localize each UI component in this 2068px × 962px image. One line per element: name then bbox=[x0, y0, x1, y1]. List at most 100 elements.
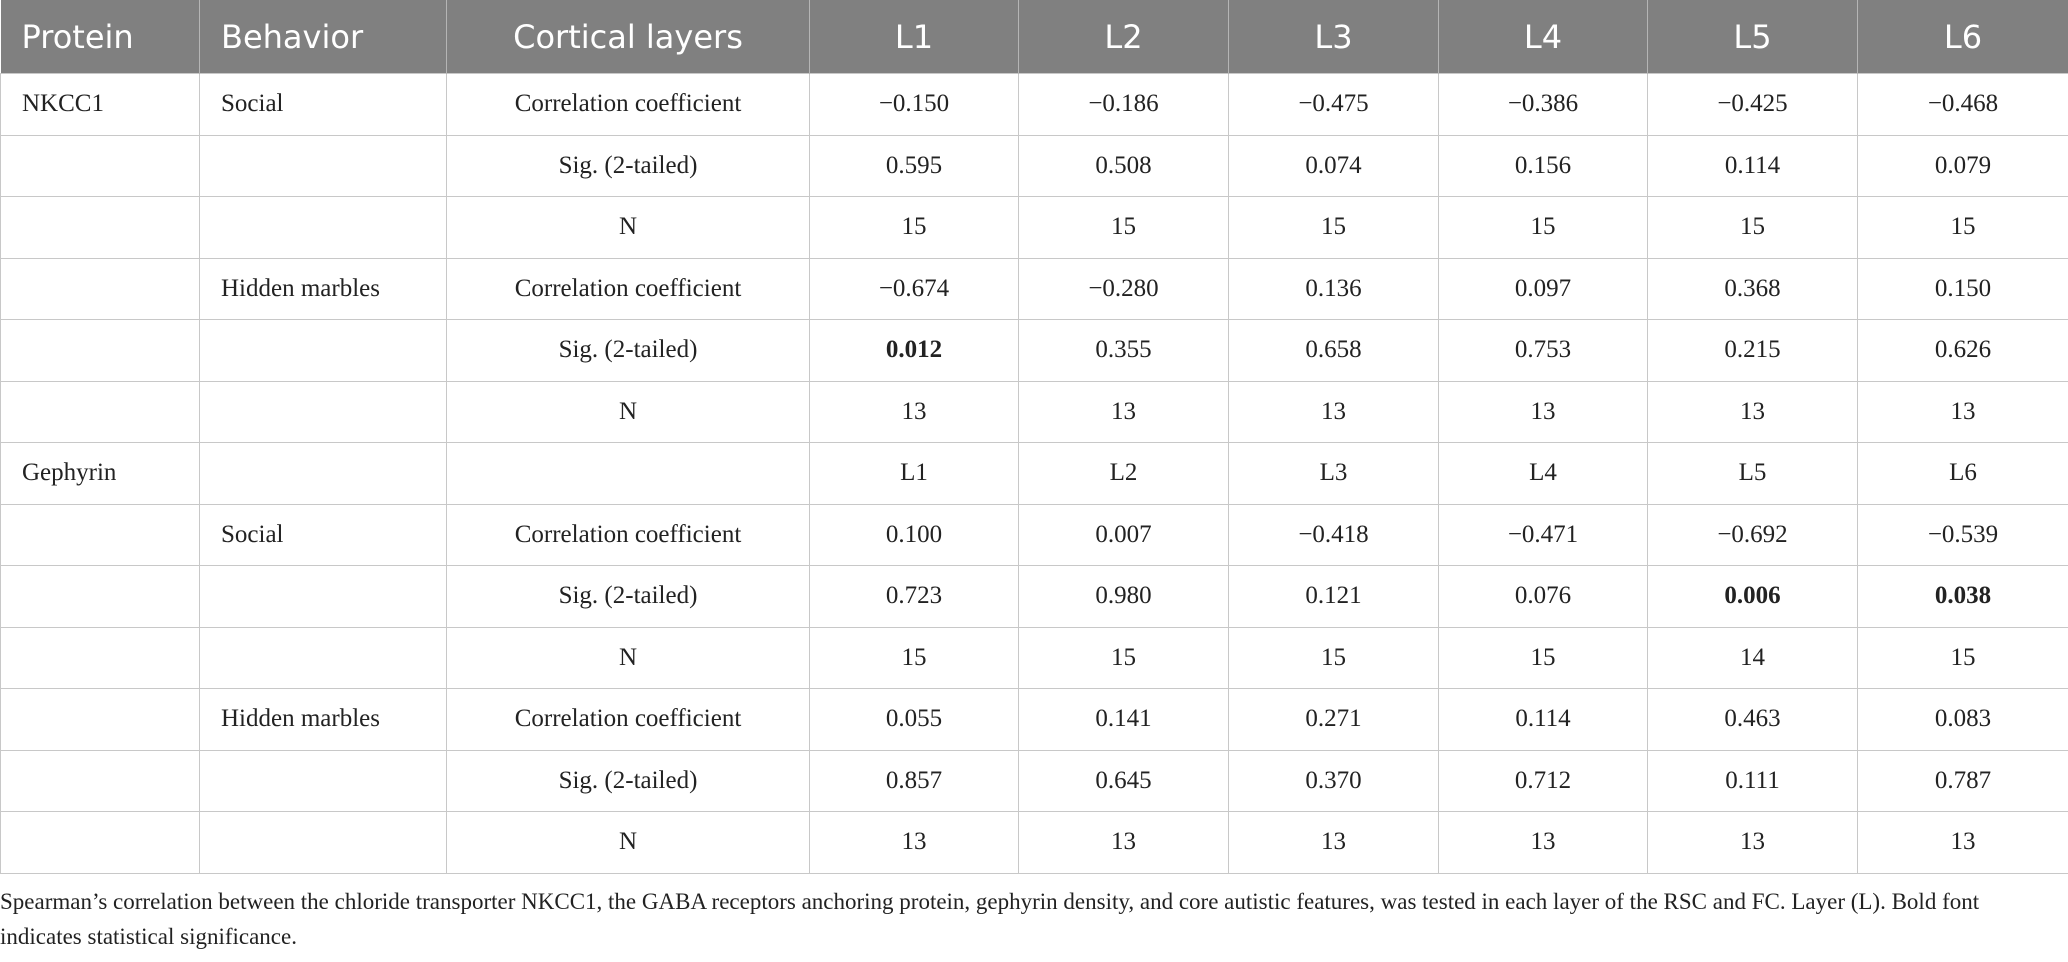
header-cell: L6 bbox=[1857, 0, 2068, 74]
table-cell: 0.215 bbox=[1647, 319, 1858, 382]
table-cell: 15 bbox=[1018, 626, 1229, 689]
table-cell: 0.038 bbox=[1857, 565, 2068, 628]
table-cell: Gephyrin bbox=[0, 442, 200, 505]
table-cell: N bbox=[446, 380, 810, 443]
table-cell bbox=[199, 134, 447, 197]
table-cell: 0.007 bbox=[1018, 503, 1229, 566]
table-cell: Correlation coefficient bbox=[446, 73, 810, 136]
table-cell: 0.156 bbox=[1438, 134, 1648, 197]
table-cell: 0.114 bbox=[1438, 688, 1648, 751]
table-cell: 13 bbox=[809, 380, 1019, 443]
table-cell: 13 bbox=[809, 811, 1019, 874]
table-cell: 0.712 bbox=[1438, 749, 1648, 812]
table-cell: 0.355 bbox=[1018, 319, 1229, 382]
header-cell: L1 bbox=[809, 0, 1019, 74]
table-cell: Social bbox=[199, 503, 447, 566]
table-cell: L3 bbox=[1228, 442, 1439, 505]
table-cell: N bbox=[446, 196, 810, 259]
table-cell: Hidden marbles bbox=[199, 688, 447, 751]
table-cell: 15 bbox=[809, 196, 1019, 259]
table-cell bbox=[199, 811, 447, 874]
table-cell bbox=[199, 319, 447, 382]
table-row: Sig. (2-tailed) 0.723 0.980 0.121 0.076 0.006… bbox=[0, 565, 2068, 628]
table-cell: 0.723 bbox=[809, 565, 1019, 628]
table-row: N 13 13 13 13 13 13 bbox=[0, 380, 2068, 443]
table-cell bbox=[0, 811, 200, 874]
table-cell: N bbox=[446, 626, 810, 689]
table-cell: N bbox=[446, 811, 810, 874]
table-cell: 0.857 bbox=[809, 749, 1019, 812]
table-cell: 0.083 bbox=[1857, 688, 2068, 751]
table-cell bbox=[199, 442, 447, 505]
table-cell bbox=[0, 380, 200, 443]
data-table: Protein Behavior Cortical layers L1 L2 L3 L4 L5… bbox=[0, 0, 2068, 874]
table-cell: 0.055 bbox=[809, 688, 1019, 751]
table-cell: Sig. (2-tailed) bbox=[446, 134, 810, 197]
table-cell: 0.076 bbox=[1438, 565, 1648, 628]
table-cell bbox=[0, 134, 200, 197]
table-cell: 15 bbox=[1857, 626, 2068, 689]
table-cell: 15 bbox=[1228, 626, 1439, 689]
header-cell: L4 bbox=[1438, 0, 1648, 74]
table-cell: L6 bbox=[1857, 442, 2068, 505]
table-cell: 0.463 bbox=[1647, 688, 1858, 751]
table-cell: 0.370 bbox=[1228, 749, 1439, 812]
table-cell bbox=[199, 380, 447, 443]
table-cell: 0.141 bbox=[1018, 688, 1229, 751]
table-row: Hidden marbles Correlation coefficient 0.0… bbox=[0, 688, 2068, 751]
table-cell: −0.674 bbox=[809, 257, 1019, 320]
table-cell: 0.150 bbox=[1857, 257, 2068, 320]
table-cell: 15 bbox=[1018, 196, 1229, 259]
table-cell: Correlation coefficient bbox=[446, 503, 810, 566]
table-row: Gephyrin L1 L2 L3 L4 L5 L6 bbox=[0, 442, 2068, 505]
table-cell: 0.114 bbox=[1647, 134, 1858, 197]
table-cell: 0.368 bbox=[1647, 257, 1858, 320]
table-cell bbox=[0, 626, 200, 689]
table-cell: 15 bbox=[809, 626, 1019, 689]
table-cell: 0.111 bbox=[1647, 749, 1858, 812]
table-cell: −0.468 bbox=[1857, 73, 2068, 136]
table-cell: 13 bbox=[1857, 811, 2068, 874]
table-cell: 0.645 bbox=[1018, 749, 1229, 812]
table-cell bbox=[0, 196, 200, 259]
table-cell: −0.186 bbox=[1018, 73, 1229, 136]
table-cell: 13 bbox=[1438, 380, 1648, 443]
table-cell: −0.475 bbox=[1228, 73, 1439, 136]
table-cell: Social bbox=[199, 73, 447, 136]
table-cell: 0.626 bbox=[1857, 319, 2068, 382]
table-cell: 13 bbox=[1018, 380, 1229, 443]
table-cell: −0.150 bbox=[809, 73, 1019, 136]
table-cell: 13 bbox=[1018, 811, 1229, 874]
table-cell: 0.753 bbox=[1438, 319, 1648, 382]
table-cell: Correlation coefficient bbox=[446, 688, 810, 751]
table-cell: −0.692 bbox=[1647, 503, 1858, 566]
table-cell: 13 bbox=[1857, 380, 2068, 443]
table-cell: 0.787 bbox=[1857, 749, 2068, 812]
table-cell: 0.121 bbox=[1228, 565, 1439, 628]
table-cell bbox=[199, 626, 447, 689]
header-cell: Protein bbox=[0, 0, 200, 74]
table-body: NKCC1 Social Correlation coefficient −0.150… bbox=[0, 73, 2068, 874]
table-cell: 13 bbox=[1228, 380, 1439, 443]
table-row: N 15 15 15 15 15 15 bbox=[0, 196, 2068, 259]
table-cell: L2 bbox=[1018, 442, 1229, 505]
table-cell: Sig. (2-tailed) bbox=[446, 319, 810, 382]
table-cell: 0.136 bbox=[1228, 257, 1439, 320]
table-cell: 0.508 bbox=[1018, 134, 1229, 197]
table-cell: Hidden marbles bbox=[199, 257, 447, 320]
table-cell: 0.074 bbox=[1228, 134, 1439, 197]
table-row: Hidden marbles Correlation coefficient −0.… bbox=[0, 257, 2068, 320]
table-cell: −0.418 bbox=[1228, 503, 1439, 566]
table-cell bbox=[0, 565, 200, 628]
table-cell bbox=[446, 442, 810, 505]
table-cell: 15 bbox=[1438, 196, 1648, 259]
table-cell: 15 bbox=[1438, 626, 1648, 689]
table-cell: 0.271 bbox=[1228, 688, 1439, 751]
table-cell: 13 bbox=[1228, 811, 1439, 874]
table-cell: 13 bbox=[1647, 380, 1858, 443]
table-cell: −0.280 bbox=[1018, 257, 1229, 320]
table-cell: 0.595 bbox=[809, 134, 1019, 197]
table-cell: 13 bbox=[1647, 811, 1858, 874]
table-row: Sig. (2-tailed) 0.595 0.508 0.074 0.156 0.114… bbox=[0, 134, 2068, 197]
